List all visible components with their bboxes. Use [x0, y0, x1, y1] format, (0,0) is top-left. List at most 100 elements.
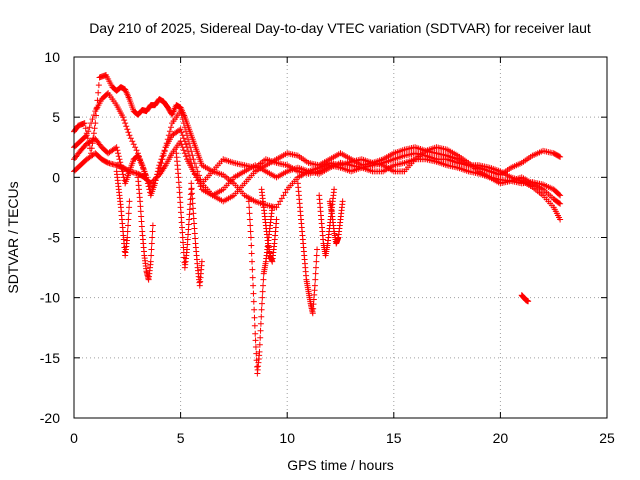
- data-point: [185, 136, 192, 143]
- data-point: [278, 195, 285, 202]
- data-point: [132, 144, 139, 151]
- data-point: [179, 229, 186, 236]
- data-point: [152, 176, 159, 183]
- data-point: [124, 126, 131, 133]
- data-point: [259, 288, 266, 295]
- data-point: [179, 224, 186, 231]
- data-point: [137, 198, 144, 205]
- data-point: [258, 306, 265, 313]
- data-point: [246, 210, 253, 217]
- data-point: [277, 198, 284, 205]
- data-point: [258, 313, 265, 320]
- data-point: [127, 135, 134, 142]
- data-point: [250, 282, 257, 289]
- data-point: [95, 82, 102, 89]
- data-point: [91, 125, 98, 132]
- data-point: [124, 234, 131, 241]
- y-tick-label: -20: [40, 410, 60, 426]
- data-point: [125, 210, 132, 217]
- data-point: [257, 334, 264, 341]
- data-point: [81, 120, 88, 127]
- data-point: [148, 240, 155, 247]
- axis-ticks: 0 5 10 15 20 25 10 5 0 -5 -10 -15 -20: [40, 49, 615, 446]
- data-point: [178, 112, 185, 119]
- data-point: [557, 200, 564, 207]
- data-point: [179, 144, 186, 151]
- y-tick-label: -10: [40, 290, 60, 306]
- data-point: [183, 246, 190, 253]
- data-point: [154, 173, 161, 180]
- data-point: [180, 147, 187, 154]
- data-point: [178, 141, 185, 148]
- data-point: [250, 298, 257, 305]
- data-point: [166, 128, 173, 135]
- data-point: [185, 148, 192, 155]
- data-point: [83, 132, 90, 139]
- data-point: [311, 282, 318, 289]
- series-track-1: [71, 72, 564, 211]
- data-point: [125, 129, 132, 136]
- data-point: [248, 242, 255, 249]
- data-point: [256, 341, 263, 348]
- data-point: [115, 153, 122, 160]
- data-point: [313, 252, 320, 259]
- data-point: [181, 150, 188, 157]
- data-point: [178, 214, 185, 221]
- data-point: [312, 264, 319, 271]
- series-track-4: [71, 138, 564, 223]
- series-track-3: [71, 126, 564, 207]
- data-point: [175, 179, 182, 186]
- data-point: [192, 235, 199, 242]
- x-tick-label: 20: [493, 430, 509, 446]
- data-point: [88, 145, 95, 152]
- data-point: [190, 205, 197, 212]
- data-point: [130, 141, 137, 148]
- data-point: [339, 198, 346, 205]
- data-point: [157, 159, 164, 166]
- data-point: [179, 234, 186, 241]
- data-point: [177, 209, 184, 216]
- data-point: [282, 189, 289, 196]
- data-point: [86, 124, 93, 131]
- data-point: [175, 174, 182, 181]
- data-markers: [71, 72, 564, 377]
- data-point: [556, 191, 563, 198]
- data-point: [116, 156, 123, 163]
- data-point: [126, 132, 133, 139]
- data-point: [180, 120, 187, 127]
- series-dip-8.5h: [245, 198, 276, 377]
- data-point: [186, 140, 193, 147]
- data-point: [246, 216, 253, 223]
- data-point: [180, 239, 187, 246]
- data-point: [186, 152, 193, 159]
- data-point: [260, 282, 267, 289]
- data-point: [556, 200, 563, 207]
- data-point: [253, 363, 260, 370]
- data-point: [250, 290, 257, 297]
- data-point: [186, 211, 193, 218]
- data-point: [247, 222, 254, 229]
- data-point: [245, 198, 252, 205]
- data-point: [257, 327, 264, 334]
- data-point: [188, 185, 195, 192]
- data-point: [252, 330, 259, 337]
- data-point: [185, 221, 192, 228]
- data-point: [150, 177, 157, 184]
- data-point: [184, 236, 191, 243]
- data-point: [122, 120, 129, 127]
- data-point: [95, 89, 102, 96]
- series-dip-2.4h: [113, 168, 133, 259]
- data-point: [158, 156, 165, 163]
- data-point: [313, 258, 320, 265]
- data-point: [177, 199, 184, 206]
- series-dip-3.5h: [134, 174, 156, 283]
- chart-title: Day 210 of 2025, Sidereal Day-to-day VTE…: [89, 20, 591, 36]
- y-tick-label: 10: [44, 49, 60, 65]
- data-point: [137, 203, 144, 210]
- data-point: [90, 112, 97, 119]
- x-tick-label: 0: [70, 430, 78, 446]
- data-point: [129, 138, 136, 145]
- data-point: [275, 201, 282, 208]
- data-point: [137, 208, 144, 215]
